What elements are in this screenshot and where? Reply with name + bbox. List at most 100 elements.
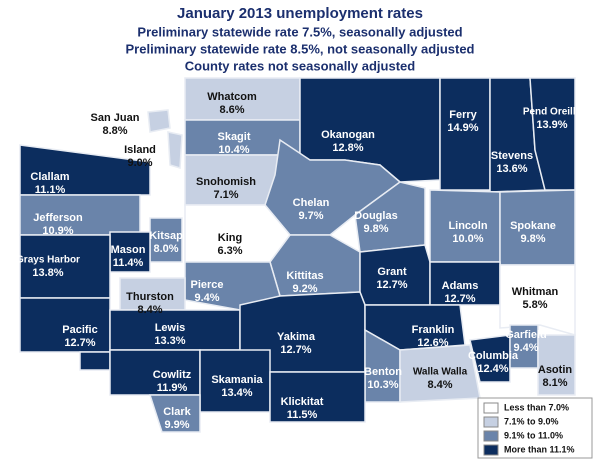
county-rate: 9.0% <box>127 157 152 169</box>
county-name: Kitsap <box>149 230 183 242</box>
county-rate: 13.8% <box>32 267 63 279</box>
legend-label: More than 11.1% <box>504 444 575 454</box>
county-name: Cowlitz <box>153 369 192 381</box>
county-name: Wahkiakum <box>38 377 99 389</box>
counties <box>19 77 576 433</box>
county-rate: 8.4% <box>427 379 452 391</box>
county-rate: 8.1% <box>542 377 567 389</box>
county-name: Kittitas <box>286 270 323 282</box>
county-shape <box>439 77 491 191</box>
legend-swatch <box>483 402 499 414</box>
legend-swatch <box>483 444 499 456</box>
county-name: Okanogan <box>321 129 375 141</box>
legend: Less than 7.0% 7.1% to 9.0% 9.1% to 11.0% M… <box>483 402 575 456</box>
county-name: Douglas <box>354 210 397 222</box>
county-shape <box>167 131 183 169</box>
county-name: Grant <box>377 266 407 278</box>
county-name: Clallam <box>30 171 69 183</box>
county-rate: 9.2% <box>292 283 317 295</box>
county-name: Columbia <box>468 350 519 362</box>
county-rate: 9.4% <box>194 292 219 304</box>
county-name: Garfield <box>505 329 547 341</box>
county-rate: 12.7% <box>64 337 95 349</box>
county-rate: 7.1% <box>213 189 238 201</box>
county-name: Clark <box>163 406 191 418</box>
county-rate: 9.9% <box>164 419 189 431</box>
county-shape <box>79 351 111 371</box>
county-name: Stevens <box>491 150 533 162</box>
county-rate: 13.9% <box>536 119 567 131</box>
county-name: Ferry <box>449 109 477 121</box>
county-rate: 8.6% <box>219 104 244 116</box>
county-name: Klickitat <box>281 396 324 408</box>
county-rate: 10.3% <box>367 379 398 391</box>
county-rate: 12.7% <box>376 279 407 291</box>
county-rate: 6.3% <box>217 245 242 257</box>
county-rate: 12.9% <box>52 390 83 402</box>
county-shape <box>537 334 576 396</box>
county-rate: 12.8% <box>332 142 363 154</box>
county-rate: 12.7% <box>444 293 475 305</box>
county-name: Thurston <box>126 291 174 303</box>
county-rate: 9.7% <box>298 210 323 222</box>
county-rate: 11.9% <box>157 382 188 394</box>
county-name: Skamania <box>211 374 263 386</box>
county-name: Pierce <box>190 279 223 291</box>
subtitle: County rates not seasonally adjusted <box>185 58 416 73</box>
county-name: Jefferson <box>33 212 83 224</box>
county-name: Grays Harbor <box>16 255 80 266</box>
legend-swatch <box>483 430 499 442</box>
subtitle: Preliminary statewide rate 8.5%, not sea… <box>126 41 475 56</box>
county-rate: 12.7% <box>280 344 311 356</box>
county-name: Chelan <box>293 197 330 209</box>
county-name: Whatcom <box>207 91 257 103</box>
legend-label: Less than 7.0% <box>504 402 569 412</box>
county-shape <box>19 144 151 196</box>
county-rate: 13.6% <box>496 163 527 175</box>
county-rate: 11.1% <box>35 184 66 196</box>
county-rate: 12.4% <box>477 363 508 375</box>
county-rate: 13.4% <box>221 387 252 399</box>
county-shape <box>499 264 576 336</box>
county-name: Lewis <box>155 322 186 334</box>
county-name: Asotin <box>538 364 573 376</box>
county-shape <box>148 394 201 433</box>
subtitle: Preliminary statewide rate 7.5%, seasona… <box>137 24 462 39</box>
map-title: January 2013 unemployment rates <box>177 5 423 22</box>
county-shape <box>147 109 171 133</box>
county-name: Pacific <box>62 324 97 336</box>
county-name: Walla Walla <box>413 367 468 378</box>
county-rate: 9.8% <box>363 223 388 235</box>
county-name: Mason <box>111 244 146 256</box>
county-name: San Juan <box>91 112 140 124</box>
legend-label: 7.1% to 9.0% <box>504 416 559 426</box>
county-name: Benton <box>364 366 402 378</box>
county-name: Yakima <box>277 331 316 343</box>
county-shape <box>469 334 511 383</box>
county-name: Franklin <box>412 324 455 336</box>
county-rate: 8.4% <box>137 304 162 316</box>
county-name: Snohomish <box>196 176 256 188</box>
legend-swatch <box>483 416 499 428</box>
county-rate: 9.8% <box>520 233 545 245</box>
county-rate: 10.0% <box>452 233 483 245</box>
county-rate: 10.9% <box>42 225 73 237</box>
county-rate: 12.6% <box>417 337 448 349</box>
county-shape <box>269 371 366 423</box>
county-name: Spokane <box>510 220 556 232</box>
county-name: Lincoln <box>448 220 487 232</box>
legend-label: 9.1% to 11.0% <box>504 430 563 440</box>
county-name: Pend Oreille <box>523 107 582 118</box>
county-rate: 14.9% <box>447 122 478 134</box>
county-rate: 10.4% <box>218 144 249 156</box>
county-name: King <box>218 232 242 244</box>
county-name: Whitman <box>512 286 559 298</box>
county-rate: 5.8% <box>522 299 547 311</box>
county-rate: 11.4% <box>113 257 144 269</box>
county-rate: 9.4% <box>513 342 538 354</box>
county-shape <box>354 181 426 253</box>
county-rate: 8.0% <box>153 243 178 255</box>
county-name: Skagit <box>217 131 250 143</box>
